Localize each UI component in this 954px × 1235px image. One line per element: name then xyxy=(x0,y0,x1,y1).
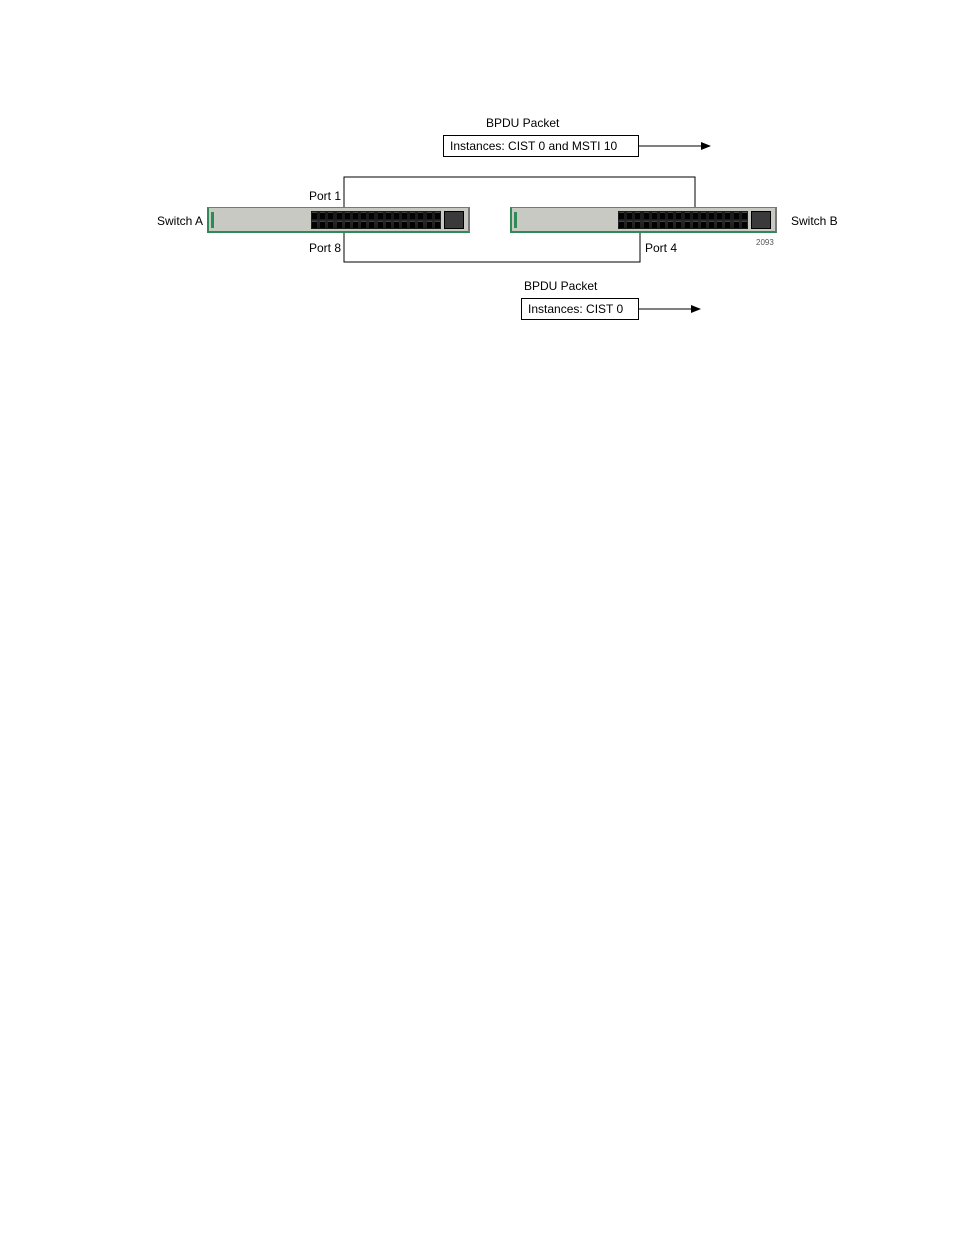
port-8-label: Port 8 xyxy=(309,241,341,255)
bpdu-bottom-title: BPDU Packet xyxy=(524,279,597,293)
switch-a-uplink xyxy=(444,211,464,229)
switch-b-id: 2093 xyxy=(756,238,774,247)
switch-b-ports-row xyxy=(512,211,775,229)
switch-b-port-block xyxy=(618,211,748,229)
switch-b-uplink xyxy=(751,211,771,229)
port-row xyxy=(312,221,440,228)
port-row xyxy=(619,212,747,219)
switch-a-label: Switch A xyxy=(157,214,203,228)
switch-b-label: Switch B xyxy=(791,214,838,228)
port-1-label: Port 1 xyxy=(309,189,341,203)
link-top xyxy=(344,177,695,207)
switch-b xyxy=(510,207,777,233)
bpdu-top-title: BPDU Packet xyxy=(486,116,559,130)
connectors-svg xyxy=(0,0,954,1235)
switch-a-ports-row xyxy=(209,211,468,229)
link-bottom xyxy=(344,233,640,262)
switch-a-port-block xyxy=(311,211,441,229)
port-4-label: Port 4 xyxy=(645,241,677,255)
port-row xyxy=(619,221,747,228)
switch-a xyxy=(207,207,470,233)
bpdu-top-box: Instances: CIST 0 and MSTI 10 xyxy=(443,135,639,157)
port-row xyxy=(312,212,440,219)
bpdu-bottom-box: Instances: CIST 0 xyxy=(521,298,639,320)
